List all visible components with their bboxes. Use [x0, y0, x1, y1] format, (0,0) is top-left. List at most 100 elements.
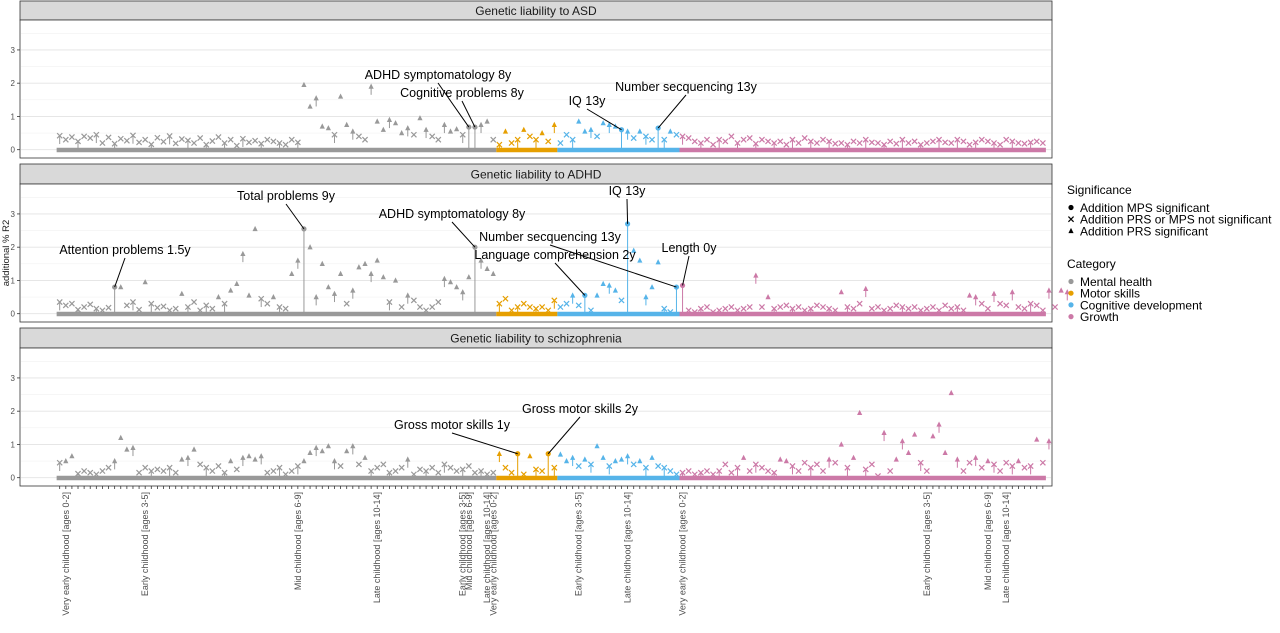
- data-point: [978, 136, 985, 143]
- data-point: [582, 456, 588, 462]
- data-point: [160, 138, 167, 145]
- data-point: [105, 134, 112, 141]
- data-point: [594, 133, 601, 140]
- data-point: [215, 463, 222, 470]
- data-point: [539, 468, 546, 475]
- data-point: [978, 300, 985, 307]
- data-point: [1034, 436, 1040, 442]
- data-point: [783, 302, 790, 309]
- data-point: [752, 461, 759, 468]
- data-point: [105, 304, 112, 311]
- data-point: [484, 118, 490, 124]
- data-point: [264, 469, 271, 476]
- data-point: [234, 280, 240, 286]
- y-tick-label: 3: [11, 210, 16, 219]
- data-point: [966, 141, 973, 148]
- data-point: [313, 95, 319, 101]
- data-point: [520, 471, 527, 478]
- data-point: [460, 289, 466, 295]
- data-point: [1027, 139, 1034, 146]
- data-point: [984, 138, 991, 145]
- data-point: [355, 133, 362, 140]
- data-point: [520, 300, 527, 307]
- panel-title: Genetic liability to ADHD: [471, 168, 602, 182]
- legend-title: Category: [1067, 257, 1116, 271]
- data-point: [929, 138, 936, 145]
- y-tick-label: 2: [11, 79, 16, 88]
- data-point: [471, 469, 478, 476]
- data-point: [301, 81, 307, 88]
- data-point: [954, 136, 961, 143]
- data-point: [655, 259, 661, 265]
- data-point: [1009, 463, 1016, 470]
- data-point: [881, 307, 888, 314]
- data-point: [1033, 138, 1040, 145]
- data-point: [923, 468, 930, 475]
- data-point: [123, 302, 130, 309]
- data-point: [795, 468, 802, 475]
- data-point: [997, 468, 1004, 475]
- data-point: [795, 304, 802, 311]
- data-point: [233, 466, 240, 473]
- data-point: [899, 136, 906, 143]
- data-point: [111, 140, 118, 147]
- x-tick-label: Late childhood [ages 10-14]: [372, 492, 382, 603]
- data-point: [819, 304, 827, 311]
- data-point: [246, 453, 252, 459]
- data-point: [118, 284, 124, 290]
- chart-panel: Genetic liability to schizophrenia 0 1 2 3 Gr…: [11, 327, 1053, 487]
- x-tick-label: Mid childhood [ages 6-9]: [464, 492, 474, 590]
- data-point: [282, 471, 289, 478]
- data-point: [570, 292, 576, 298]
- data-point: [453, 468, 460, 475]
- legend-label: Mental health: [1080, 275, 1152, 289]
- data-point: [850, 305, 857, 312]
- data-point: [68, 134, 75, 141]
- data-point: [844, 304, 851, 311]
- data-point: [478, 468, 485, 475]
- data-point: [209, 305, 216, 312]
- legend-swatch: [1068, 278, 1074, 285]
- y-axis-title: additional % R2: [1, 220, 12, 287]
- data-point: [722, 305, 729, 312]
- data-point: [288, 136, 295, 143]
- data-point: [954, 456, 960, 462]
- data-point: [728, 469, 735, 476]
- legend-label: Growth: [1080, 310, 1119, 324]
- data-point: [832, 459, 839, 466]
- data-point: [868, 305, 875, 312]
- data-point: [532, 466, 540, 473]
- data-point: [203, 464, 210, 471]
- data-point: [539, 130, 545, 136]
- annotation-label: Cognitive problems 8y: [400, 86, 524, 100]
- legend-swatch: [1068, 290, 1074, 296]
- data-point: [459, 466, 466, 473]
- data-point: [758, 304, 765, 311]
- data-point: [87, 135, 94, 142]
- data-point: [325, 443, 331, 449]
- data-point: [435, 136, 442, 143]
- data-point: [771, 305, 778, 312]
- data-point: [62, 136, 69, 143]
- data-point: [356, 264, 362, 270]
- x-tick-label: Early childhood [ages 3-5]: [922, 492, 932, 596]
- data-point: [398, 304, 405, 311]
- data-point: [936, 136, 943, 143]
- annotation-leader: [549, 244, 677, 288]
- x-tick-label: Early childhood [ages 3-5]: [574, 492, 584, 596]
- data-point: [172, 305, 179, 312]
- data-point: [685, 307, 692, 314]
- data-point: [398, 464, 405, 471]
- data-point: [795, 140, 802, 147]
- y-tick-label: 3: [11, 374, 16, 383]
- data-point: [703, 304, 711, 311]
- data-point: [62, 302, 69, 309]
- data-point: [416, 466, 424, 473]
- data-point: [826, 138, 833, 145]
- data-point: [197, 307, 204, 314]
- data-point: [154, 466, 161, 473]
- data-point: [801, 459, 808, 466]
- data-point: [697, 305, 704, 312]
- data-point: [850, 454, 857, 460]
- data-point: [466, 274, 472, 280]
